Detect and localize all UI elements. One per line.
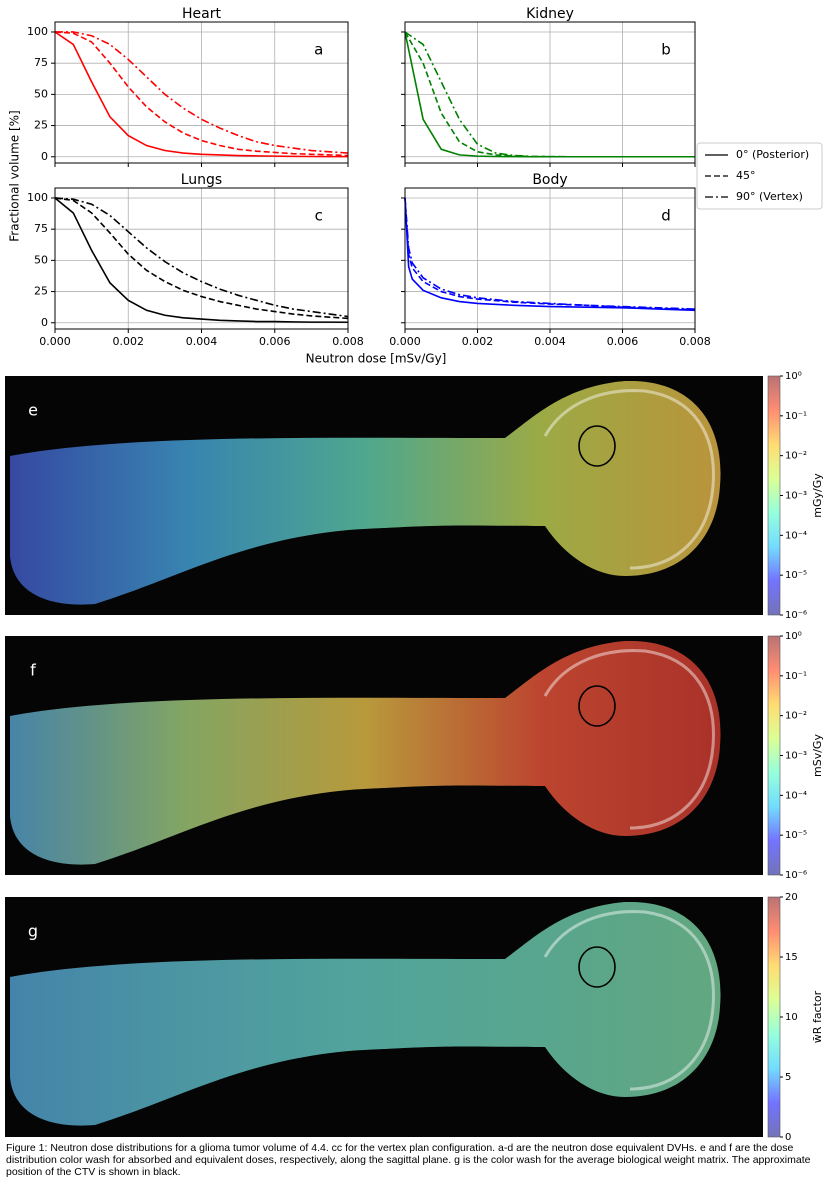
dose-image: e bbox=[5, 376, 763, 615]
x-tick-label: 0.008 bbox=[679, 335, 711, 348]
colorbar-tick-label: 15 bbox=[785, 952, 798, 963]
colorbar-label: w̄R factor bbox=[811, 990, 824, 1043]
skull-outline bbox=[543, 389, 715, 570]
colorbar bbox=[768, 897, 780, 1137]
skull-outline bbox=[543, 649, 715, 830]
chart-title: Heart bbox=[182, 6, 221, 22]
panel-label: c bbox=[315, 207, 323, 225]
y-tick-label: 0 bbox=[41, 150, 48, 163]
y-tick-label: 25 bbox=[34, 285, 48, 298]
y-axis-label: Fractional volume [%] bbox=[8, 110, 22, 241]
legend-box bbox=[696, 142, 823, 210]
x-tick-label: 0.006 bbox=[259, 335, 291, 348]
y-tick-label: 75 bbox=[34, 56, 48, 69]
series-line bbox=[55, 31, 349, 154]
colorbar-tick-label: 20 bbox=[785, 892, 798, 903]
chart-title: Body bbox=[532, 172, 567, 188]
x-axis-label: Neutron dose [mSv/Gy] bbox=[306, 352, 447, 366]
x-tick-label: 0.000 bbox=[39, 335, 71, 348]
panel-label: e bbox=[28, 401, 38, 420]
series-line bbox=[54, 197, 349, 320]
colorbar-tick-label: 10⁰ bbox=[785, 371, 802, 382]
y-tick-label: 25 bbox=[34, 119, 48, 132]
plot-frame bbox=[54, 187, 349, 330]
colorbar-tick-label: 10⁻⁴ bbox=[785, 790, 807, 801]
body-silhouette bbox=[10, 640, 721, 865]
colorbar bbox=[768, 636, 780, 875]
ctv-contour bbox=[578, 685, 616, 727]
skull-outline bbox=[543, 910, 715, 1091]
colorbar-tick-label: 10 bbox=[785, 1012, 798, 1023]
plot-frame bbox=[404, 187, 696, 330]
series-line bbox=[54, 197, 349, 324]
colorbar-tick-label: 10⁻¹ bbox=[785, 671, 807, 682]
series-line bbox=[54, 197, 349, 318]
colorbar-tick-label: 10⁻⁴ bbox=[785, 530, 807, 541]
plot-frame bbox=[404, 21, 696, 164]
colorbar-tick-label: 10⁻² bbox=[785, 451, 807, 462]
chart-title: Kidney bbox=[526, 6, 574, 22]
legend: 0° (Posterior) 45° 90° (Vertex) bbox=[696, 142, 823, 210]
ctv-contour bbox=[578, 946, 616, 988]
colorbar-tick-label: 10⁻³ bbox=[785, 491, 807, 502]
x-tick-label: 0.002 bbox=[462, 335, 494, 348]
y-tick-label: 0 bbox=[41, 316, 48, 329]
series-line bbox=[54, 31, 349, 157]
colorbar-label: mGy/Gy bbox=[811, 473, 824, 518]
colorbar-label: mSv/Gy bbox=[811, 734, 824, 777]
x-tick-label: 0.002 bbox=[113, 335, 145, 348]
colorbar-tick-label: 10⁻⁵ bbox=[785, 570, 807, 581]
legend-label: 45° bbox=[736, 169, 756, 182]
figure: Fractional volume [%] Neutron dose [mSv/… bbox=[5, 6, 824, 1143]
dose-image: f bbox=[5, 636, 763, 875]
legend-label: 0° (Posterior) bbox=[736, 148, 809, 161]
colorbar-tick-label: 10⁻² bbox=[785, 711, 807, 722]
colorbar-tick-label: 0 bbox=[785, 1132, 791, 1140]
colorbar-tick-label: 10⁻⁶ bbox=[785, 610, 807, 621]
colorbar-tick-label: 10⁻³ bbox=[785, 751, 807, 762]
x-tick-label: 0.006 bbox=[607, 335, 639, 348]
panel-label: g bbox=[28, 922, 38, 941]
x-tick-label: 0.000 bbox=[389, 335, 421, 348]
chart-title: Lungs bbox=[181, 172, 222, 188]
x-tick-label: 0.008 bbox=[332, 335, 364, 348]
series-line bbox=[404, 197, 696, 311]
colorbar-tick-label: 5 bbox=[785, 1072, 791, 1083]
colorbar-tick-label: 10⁻⁵ bbox=[785, 830, 807, 841]
caption: Figure 1: Neutron dose distributions for… bbox=[6, 1142, 811, 1178]
colorbar-tick-label: 10⁰ bbox=[785, 631, 802, 642]
body-silhouette bbox=[10, 380, 721, 605]
dose-image: g bbox=[5, 897, 763, 1137]
panel-label: d bbox=[661, 207, 671, 225]
y-tick-label: 75 bbox=[34, 222, 48, 235]
x-tick-label: 0.004 bbox=[534, 335, 566, 348]
series-line bbox=[404, 197, 696, 310]
series-line bbox=[404, 31, 695, 158]
x-tick-label: 0.004 bbox=[186, 335, 218, 348]
panel-label: f bbox=[30, 661, 36, 680]
y-tick-label: 50 bbox=[34, 253, 48, 266]
colorbar-tick-label: 10⁻¹ bbox=[785, 411, 807, 422]
body-silhouette bbox=[10, 901, 721, 1126]
panel-label: a bbox=[314, 41, 323, 59]
ctv-contour bbox=[578, 425, 616, 467]
y-tick-label: 100 bbox=[27, 191, 48, 204]
legend-label: 90° (Vertex) bbox=[736, 190, 803, 203]
series-line bbox=[54, 31, 348, 158]
plot-frame bbox=[54, 21, 349, 164]
panel-label: b bbox=[661, 41, 671, 59]
colorbar bbox=[768, 376, 780, 615]
y-tick-label: 100 bbox=[27, 25, 48, 38]
colorbar-tick-label: 10⁻⁶ bbox=[785, 870, 807, 881]
y-tick-label: 50 bbox=[34, 87, 48, 100]
